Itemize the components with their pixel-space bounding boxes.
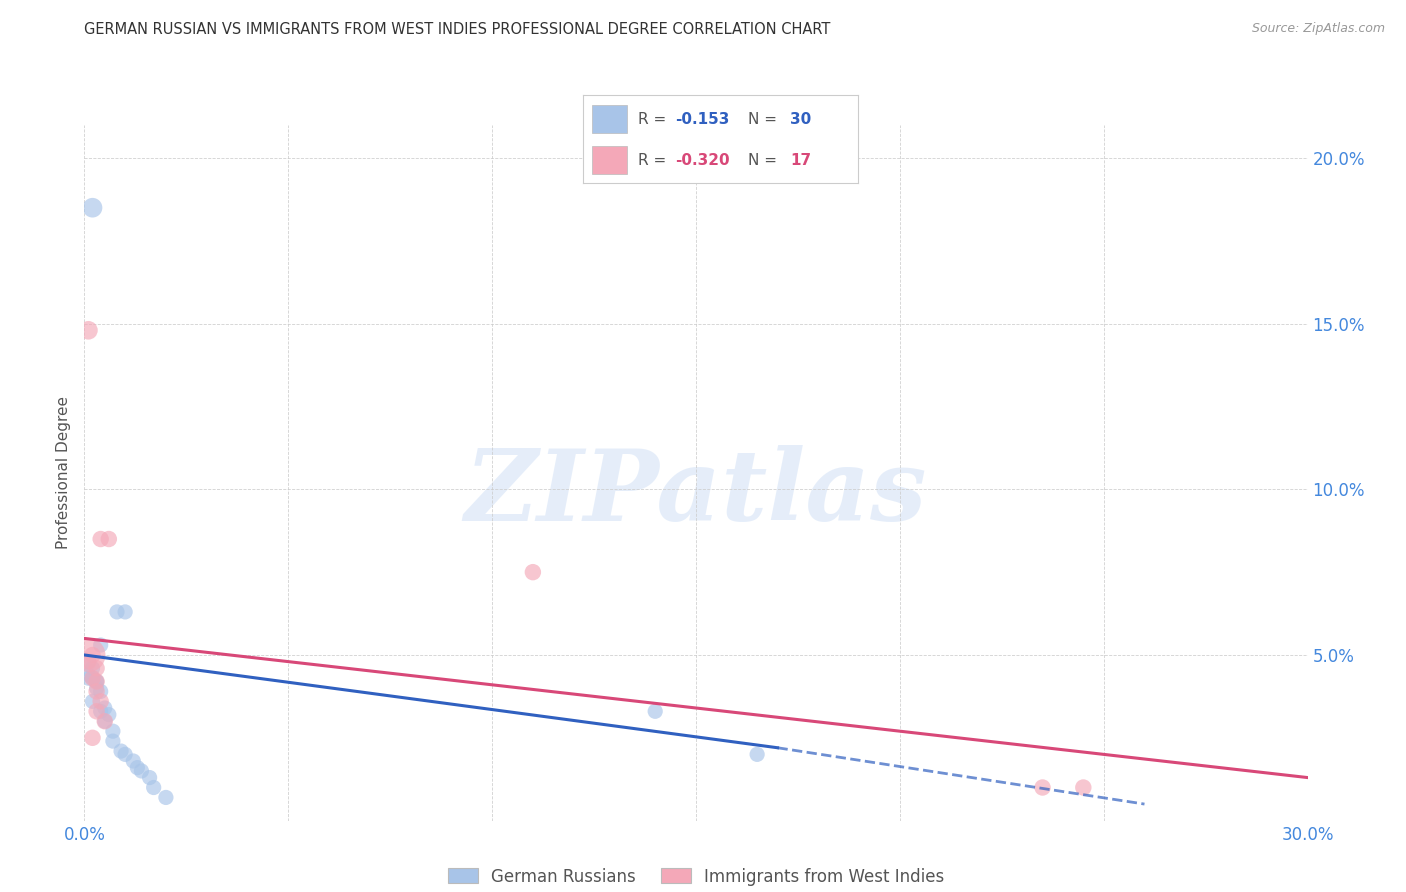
Point: [131, 764, 153, 778]
Point: [77, 655, 100, 669]
Point: [110, 744, 132, 758]
Point: [77, 671, 100, 685]
Point: [97, 532, 120, 546]
Point: [77, 668, 100, 682]
Point: [86, 674, 108, 689]
Point: [522, 565, 544, 579]
Point: [77, 323, 100, 337]
Point: [114, 605, 136, 619]
Point: [77, 648, 100, 662]
Point: [90, 694, 112, 708]
Text: Source: ZipAtlas.com: Source: ZipAtlas.com: [1251, 22, 1385, 36]
Point: [101, 734, 124, 748]
Point: [82, 731, 104, 745]
Point: [127, 761, 149, 775]
Point: [82, 201, 104, 215]
Point: [138, 771, 160, 785]
Point: [86, 681, 108, 695]
Point: [82, 648, 104, 662]
Text: -0.153: -0.153: [675, 112, 730, 127]
Text: ZIPatlas: ZIPatlas: [465, 445, 927, 541]
Text: N =: N =: [748, 153, 782, 168]
Point: [155, 790, 177, 805]
Point: [747, 747, 769, 762]
Point: [82, 671, 104, 685]
Point: [90, 532, 112, 546]
Point: [77, 655, 100, 669]
Y-axis label: Professional Degree: Professional Degree: [56, 396, 72, 549]
Point: [644, 704, 666, 718]
Point: [114, 747, 136, 762]
Point: [93, 714, 117, 729]
Point: [142, 780, 165, 795]
Point: [86, 674, 108, 689]
Legend: German Russians, Immigrants from West Indies: German Russians, Immigrants from West In…: [441, 861, 950, 892]
Text: GERMAN RUSSIAN VS IMMIGRANTS FROM WEST INDIES PROFESSIONAL DEGREE CORRELATION CH: GERMAN RUSSIAN VS IMMIGRANTS FROM WEST I…: [84, 22, 831, 37]
Text: R =: R =: [638, 153, 672, 168]
Point: [86, 674, 108, 689]
Point: [105, 605, 128, 619]
Point: [90, 638, 112, 652]
Point: [90, 704, 112, 718]
Point: [97, 707, 120, 722]
Bar: [592, 105, 627, 133]
Bar: [592, 146, 627, 174]
Point: [82, 661, 104, 675]
Text: 17: 17: [790, 153, 811, 168]
Point: [1073, 780, 1095, 795]
Text: -0.320: -0.320: [675, 153, 730, 168]
Point: [90, 684, 112, 698]
Text: N =: N =: [748, 112, 782, 127]
Point: [93, 701, 117, 715]
Point: [101, 724, 124, 739]
Point: [122, 754, 145, 768]
Point: [86, 704, 108, 718]
Text: 30: 30: [790, 112, 811, 127]
Point: [1032, 780, 1054, 795]
Point: [93, 714, 117, 729]
Text: R =: R =: [638, 112, 672, 127]
Point: [86, 661, 108, 675]
Point: [86, 684, 108, 698]
Point: [82, 671, 104, 685]
Point: [82, 694, 104, 708]
